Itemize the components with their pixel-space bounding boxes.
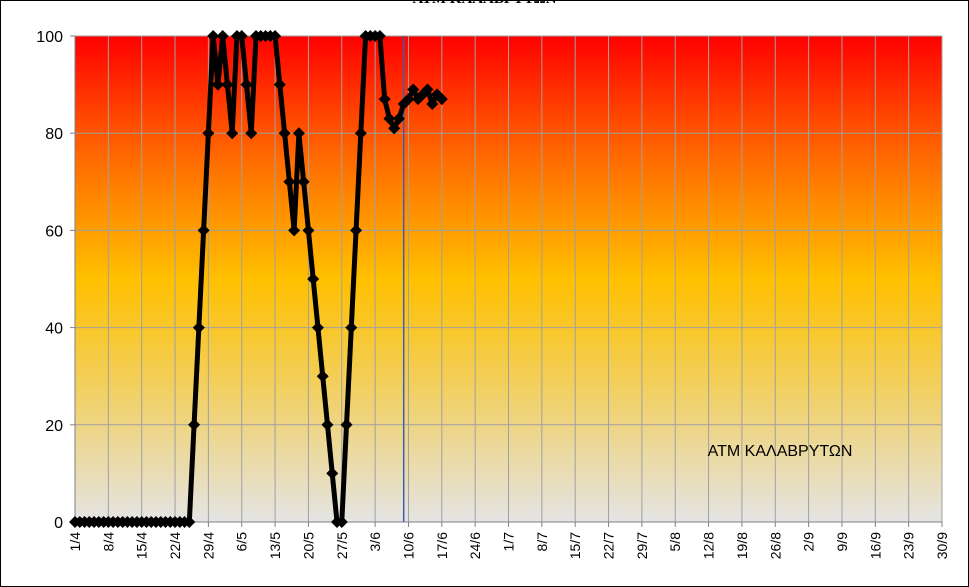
x-tick-label: 23/9	[901, 532, 917, 559]
chart-title: ΑΤΜ ΚΑΛΑΒΡΥΤΩΝ	[0, 0, 969, 8]
data-point-marker	[311, 321, 324, 334]
data-point-marker	[283, 175, 296, 188]
data-point-marker	[426, 98, 439, 111]
x-tick-label: 22/7	[601, 532, 617, 559]
x-tick-label: 5/8	[667, 532, 683, 552]
data-point-marker	[335, 516, 348, 528]
data-point-marker	[278, 127, 291, 140]
data-point-marker	[321, 418, 334, 431]
data-point-marker	[316, 370, 329, 383]
y-tick-label: 0	[54, 515, 63, 532]
x-tick-label: 20/5	[300, 532, 316, 559]
data-point-marker	[226, 127, 239, 140]
x-tick-label: 27/5	[334, 532, 350, 559]
x-tick-label: 2/9	[801, 532, 817, 552]
data-point-marker	[211, 78, 224, 91]
x-tick-label: 24/6	[467, 532, 483, 559]
x-tick-label: 17/6	[434, 532, 450, 559]
data-point-marker	[421, 83, 434, 96]
data-point-marker	[183, 516, 196, 528]
x-tick-label: 1/7	[501, 532, 517, 552]
data-point-marker	[354, 127, 367, 140]
y-tick-label: 20	[45, 418, 63, 435]
data-point-marker	[340, 418, 353, 431]
data-point-marker	[350, 224, 363, 237]
x-tick-label: 19/8	[734, 532, 750, 559]
x-tick-label: 9/9	[834, 532, 850, 552]
x-tick-label: 6/5	[234, 532, 250, 552]
y-tick-label: 100	[36, 29, 63, 46]
data-point-marker	[378, 93, 391, 106]
x-tick-label: 1/4	[67, 532, 83, 552]
x-tick-label: 26/8	[767, 532, 783, 559]
data-point-marker	[326, 467, 339, 480]
x-tick-label: 10/6	[400, 532, 416, 559]
x-tick-label: 13/5	[267, 532, 283, 559]
x-tick-label: 12/8	[701, 532, 717, 559]
data-point-marker	[288, 224, 301, 237]
y-tick-label: 80	[45, 126, 63, 143]
data-point-marker	[245, 127, 258, 140]
data-point-marker	[345, 321, 358, 334]
data-point-marker	[297, 175, 310, 188]
data-point-marker	[392, 112, 405, 125]
data-point-marker	[269, 30, 282, 42]
x-tick-label: 30/9	[934, 532, 950, 559]
data-point-marker	[373, 30, 386, 42]
x-tick-label: 16/9	[867, 532, 883, 559]
data-point-marker	[192, 321, 205, 334]
data-point-marker	[383, 112, 396, 125]
annotation-label: ΑΤΜ ΚΑΛΑΒΡΥΤΩΝ	[708, 443, 853, 460]
x-tick-label: 3/6	[367, 532, 383, 552]
data-point-marker	[273, 78, 286, 91]
data-point-marker	[197, 224, 210, 237]
data-point-marker	[235, 30, 248, 42]
x-tick-label: 15/7	[567, 532, 583, 559]
x-tick-label: 15/4	[134, 532, 150, 559]
data-point-marker	[202, 127, 215, 140]
data-point-marker	[216, 30, 229, 42]
data-point-marker	[402, 93, 415, 106]
data-point-marker	[240, 78, 253, 91]
data-point-marker	[302, 224, 315, 237]
y-tick-label: 60	[45, 223, 63, 240]
x-tick-label: 8/7	[534, 532, 550, 552]
data-point-marker	[435, 93, 448, 106]
data-point-marker	[221, 78, 234, 91]
y-tick-label: 40	[45, 321, 63, 338]
x-tick-label: 29/4	[200, 532, 216, 559]
data-point-marker	[307, 273, 320, 285]
x-tick-label: 22/4	[167, 532, 183, 559]
data-point-marker	[207, 30, 220, 42]
x-tick-label: 29/7	[634, 532, 650, 559]
data-point-marker	[407, 83, 420, 96]
x-tick-label: 8/4	[100, 532, 116, 552]
data-point-marker	[292, 127, 305, 140]
data-point-marker	[388, 122, 401, 135]
data-point-marker	[188, 418, 201, 431]
